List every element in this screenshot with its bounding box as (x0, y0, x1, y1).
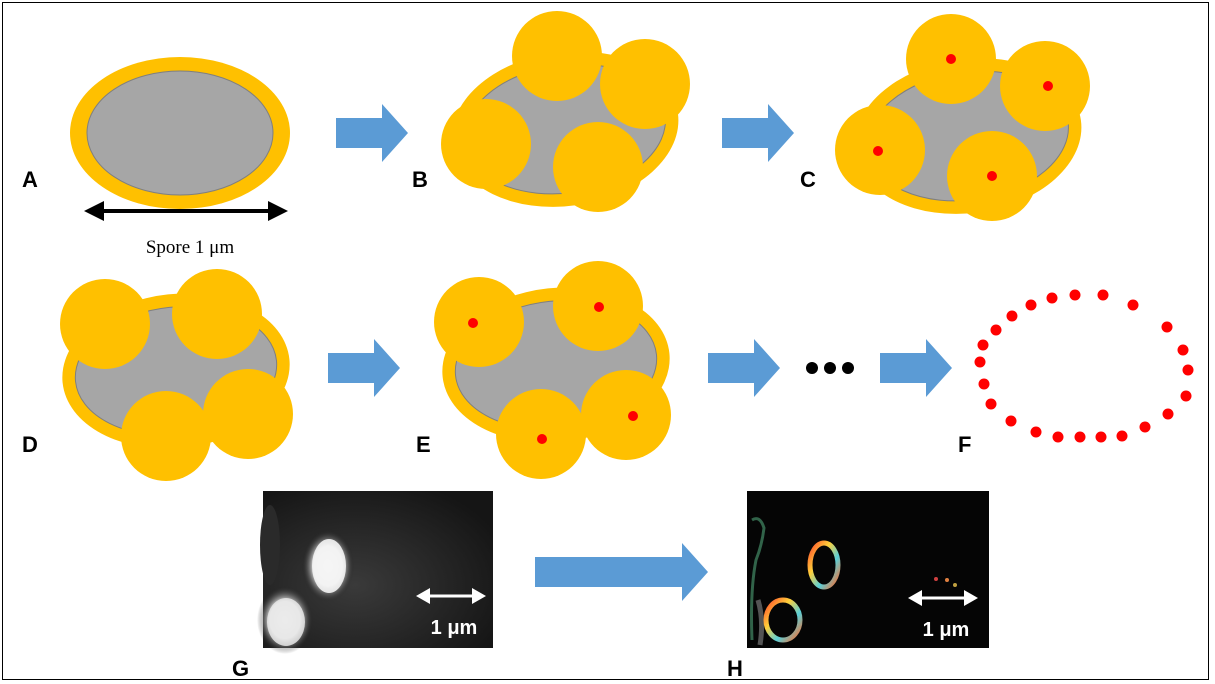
fluorophore-dot (1006, 310, 1018, 322)
arrow-d-to-e (328, 339, 400, 397)
fluorophore-dot (974, 356, 986, 368)
fluorophore-dot (946, 54, 956, 64)
arrow-g-to-h (535, 543, 708, 601)
ellipsis-dots (806, 362, 854, 374)
fluorophore-dot (978, 378, 990, 390)
fluorophore-dot (985, 398, 997, 410)
fluorophore-dot (1116, 430, 1128, 442)
fluorophore-dot (594, 302, 604, 312)
fluorophore-dot (1069, 289, 1081, 301)
fluorophore-dot (1030, 426, 1042, 438)
panel-h-micrograph (747, 491, 989, 648)
fluorophore-dot (987, 171, 997, 181)
panel-d-nanoparticles (60, 269, 293, 481)
scale-bar-arrow-h (908, 590, 978, 606)
arrow-b-to-c (722, 104, 794, 162)
panel-b-nanoparticles (441, 11, 690, 212)
fluorophore-dot (1180, 390, 1192, 402)
fluorophore-dot (1046, 292, 1058, 304)
spore-caption: Spore 1 μm (146, 237, 235, 258)
fluorophore-dot (1043, 81, 1053, 91)
panel-label-a: A (22, 167, 38, 192)
panel-a-spore (70, 57, 290, 209)
panel-label-e: E (416, 432, 431, 457)
panel-e-labeled-nanoparticles (434, 261, 671, 479)
fluorophore-dot (1097, 289, 1109, 301)
panel-label-f: F (958, 432, 971, 457)
fluorophore-dot (1182, 364, 1194, 376)
fluorophore-dot (468, 318, 478, 328)
fluorophore-dot (1005, 415, 1017, 427)
fluorophore-dot (1162, 408, 1174, 420)
fluorophore-dot (1025, 299, 1037, 311)
fluorophore-dot (1127, 299, 1139, 311)
fluorophore-dot (1139, 421, 1151, 433)
panel-f-dot-ring (974, 289, 1194, 443)
panel-label-c: C (800, 167, 816, 192)
spore-size-arrow (84, 201, 288, 221)
scale-bar-label-h: 1 μm (923, 619, 970, 641)
fluorophore-dot (628, 411, 638, 421)
nanoparticle (512, 11, 602, 101)
arrow-a-to-b (336, 104, 408, 162)
fluorophore-dot (1095, 431, 1107, 443)
panel-label-g: G (232, 656, 249, 681)
fluorophore-dot (990, 324, 1002, 336)
scale-bar-label-g: 1 μm (431, 617, 478, 639)
arrow-ellipsis-to-f (880, 339, 952, 397)
panel-label-h: H (727, 656, 743, 681)
fluorophore-dot (1161, 321, 1173, 333)
panel-label-b: B (412, 167, 428, 192)
fluorophore-dot (1177, 344, 1189, 356)
arrow-e-to-ellipsis (708, 339, 780, 397)
nanoparticle (553, 122, 643, 212)
fluorophore-dot (537, 434, 547, 444)
panel-label-d: D (22, 432, 38, 457)
panel-c-labeled-nanoparticles (835, 14, 1090, 221)
nanoparticle (441, 99, 531, 189)
fluorophore-dot (873, 146, 883, 156)
fluorophore-dot (977, 339, 989, 351)
nanoparticle (600, 39, 690, 129)
scale-bar-arrow-g (416, 588, 486, 604)
panel-g-micrograph (257, 491, 493, 654)
fluorophore-dot (1074, 431, 1086, 443)
fluorophore-dot (1052, 431, 1064, 443)
